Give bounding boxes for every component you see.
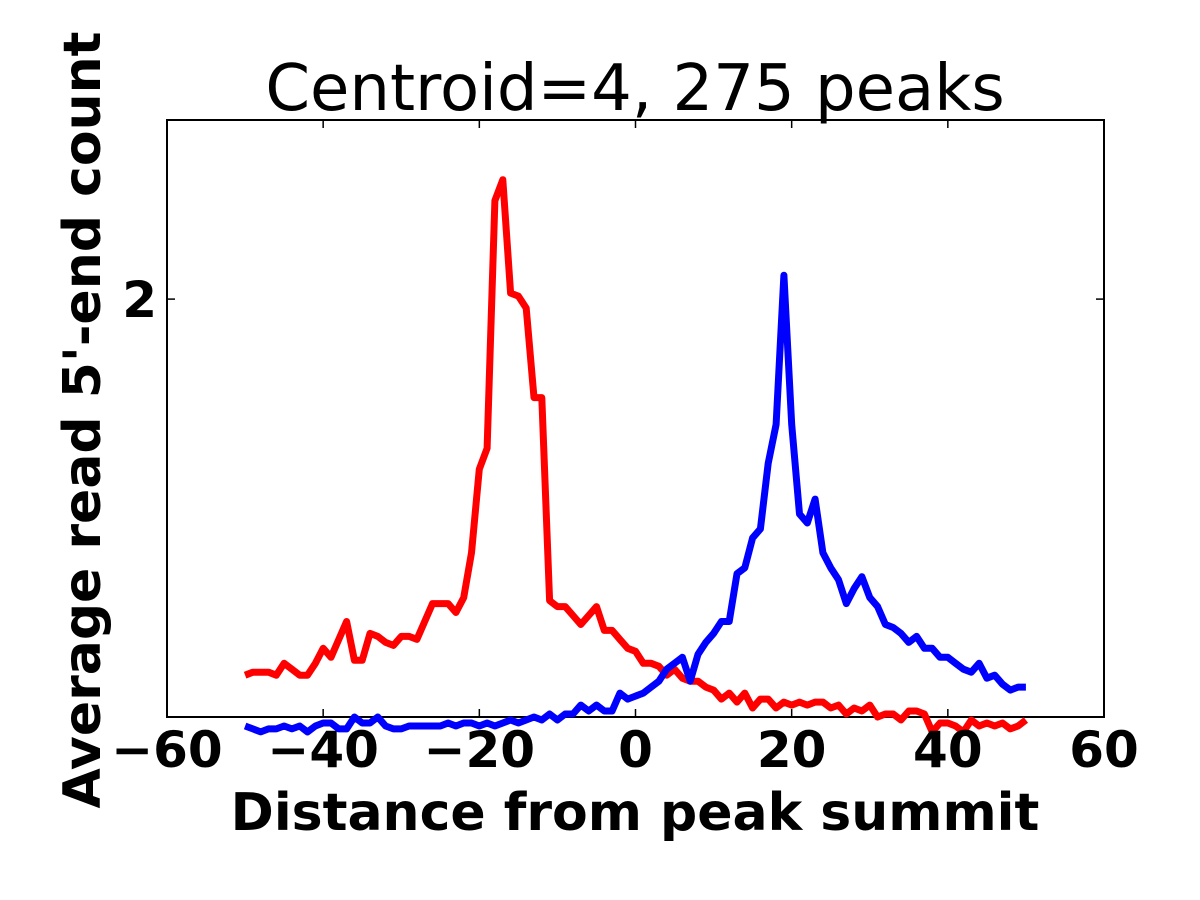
- tick-layer: −60 −40 −20 0 20 40 60 2: [111, 120, 1139, 779]
- x-tick-label: −60: [111, 721, 222, 779]
- x-tick-label: −20: [424, 721, 535, 779]
- series-line-1: [243, 271, 1026, 736]
- x-tick-label: 0: [618, 721, 653, 779]
- x-tick-label: −40: [267, 721, 378, 779]
- x-tick-label: 20: [757, 721, 827, 779]
- y-tick-label: 2: [122, 271, 157, 329]
- series-layer: [243, 176, 1029, 736]
- plot-frame: [166, 119, 1105, 718]
- x-tick-label: 40: [913, 721, 983, 779]
- x-axis-label: Distance from peak summit: [231, 783, 1040, 843]
- chart-title: Centroid=4, 275 peaks: [265, 52, 1004, 126]
- series-line-0: [243, 176, 1029, 736]
- x-tick-label: 60: [1069, 721, 1139, 779]
- y-axis-label: Average read 5'-end count: [53, 32, 113, 809]
- plot-area: −60 −40 −20 0 20 40 60 2: [111, 119, 1139, 779]
